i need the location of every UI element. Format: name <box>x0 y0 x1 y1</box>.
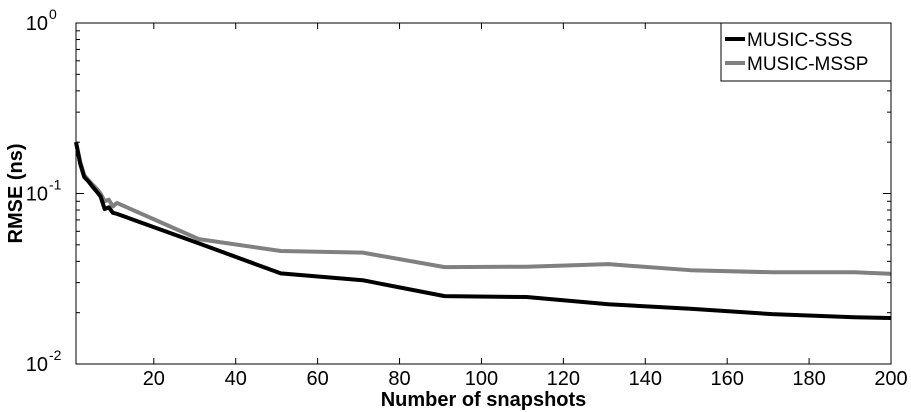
x-tick-label: 80 <box>388 368 410 390</box>
y-axis-label: RMSE (ns) <box>5 144 27 244</box>
legend-box <box>720 22 892 82</box>
y-tick-base: 10 <box>26 13 48 35</box>
y-tick-base: 10 <box>26 184 48 206</box>
y-tick-label: 10 -1 <box>26 177 62 206</box>
y-tick-exponent: -2 <box>49 347 62 363</box>
legend: MUSIC-SSS MUSIC-MSSP <box>720 22 892 82</box>
series-layer <box>74 141 892 321</box>
x-tick-label: 140 <box>629 368 662 390</box>
x-tick-label: 20 <box>143 368 165 390</box>
y-tick-exponent: -1 <box>49 177 62 193</box>
legend-label: MUSIC-MSSP <box>747 54 868 75</box>
x-tick-label: 200 <box>874 368 907 390</box>
series-line-music-sss <box>74 141 892 321</box>
y-tick-exponent: 0 <box>49 6 57 22</box>
x-tick-label: 60 <box>307 368 329 390</box>
series-line-music-mssp <box>74 141 892 276</box>
x-tick-label: 180 <box>792 368 825 390</box>
y-tick-base: 10 <box>26 354 48 376</box>
x-tick-label: 40 <box>225 368 247 390</box>
x-tick-label: 100 <box>465 368 498 390</box>
y-tick-label: 10 0 <box>26 6 57 35</box>
y-tick-label: 10 -2 <box>26 347 62 376</box>
legend-label: MUSIC-SSS <box>747 30 853 51</box>
x-tick-label: 120 <box>547 368 580 390</box>
x-tick-label: 160 <box>710 368 743 390</box>
x-axis-label: Number of snapshots <box>381 389 587 411</box>
